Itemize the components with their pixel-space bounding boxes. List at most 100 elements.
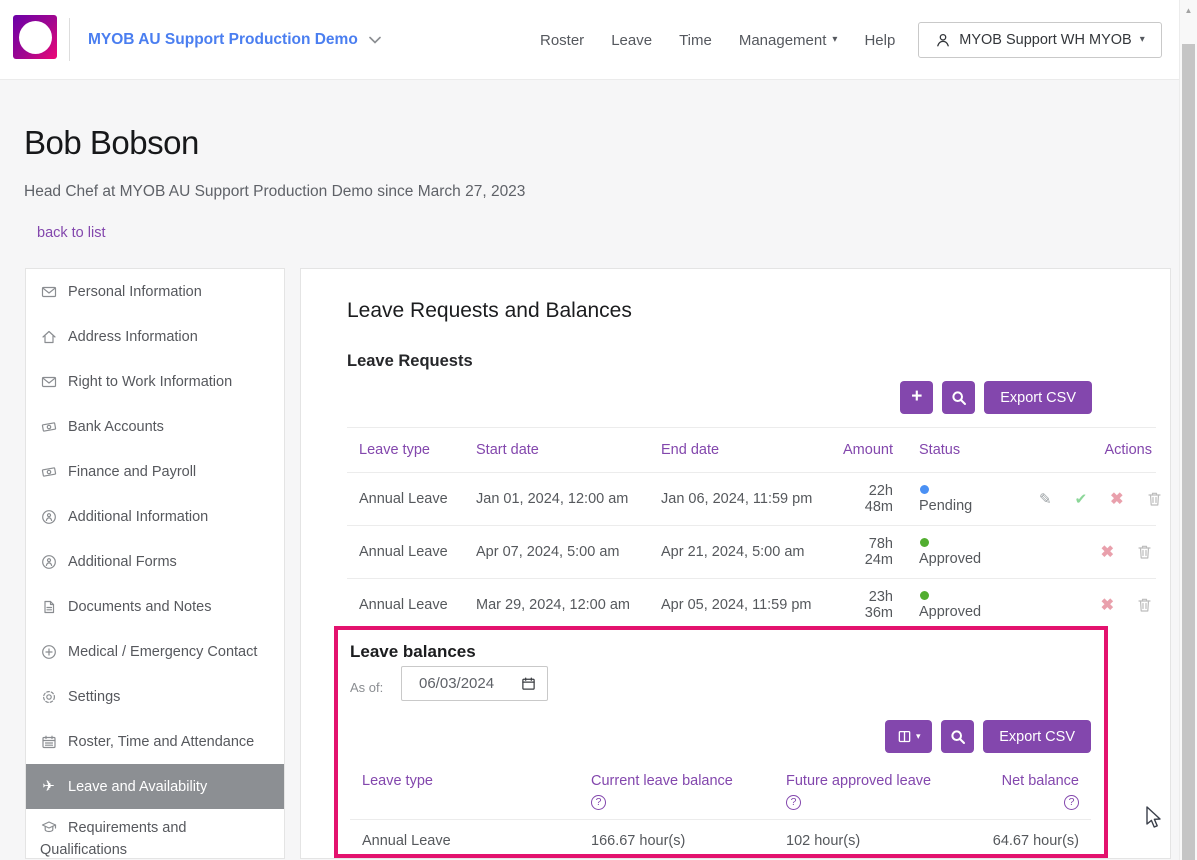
sidebar-item-label: Finance and Payroll: [68, 464, 196, 480]
sidebar-item-finance-payroll[interactable]: Finance and Payroll: [26, 449, 284, 494]
status-badge: Approved: [919, 551, 981, 567]
cell-leave-type: Annual Leave: [347, 473, 464, 526]
help-icon[interactable]: ?: [1064, 795, 1079, 810]
caret-down-icon: ▾: [832, 35, 837, 45]
vertical-scrollbar[interactable]: ▲: [1179, 0, 1197, 860]
col-amount: Amount: [827, 428, 907, 473]
sidebar-item-additional-information[interactable]: Additional Information: [26, 494, 284, 539]
trash-icon[interactable]: [1137, 597, 1152, 613]
sidebar-item-label: Additional Information: [68, 509, 208, 525]
sidebar-item-address-information[interactable]: Address Information: [26, 314, 284, 359]
export-csv-balances-button[interactable]: Export CSV: [983, 720, 1091, 753]
calendar-icon: [40, 734, 57, 750]
cell-end-date: Apr 21, 2024, 5:00 am: [649, 526, 827, 579]
leave-balances-highlight-box: Leave balances As of: ▾: [334, 626, 1108, 858]
edit-icon[interactable]: ✎: [1039, 490, 1052, 508]
company-name: MYOB AU Support Production Demo: [88, 31, 358, 49]
document-icon: [40, 599, 57, 615]
column-picker-button[interactable]: ▾: [885, 720, 932, 753]
sidebar-item-label: Leave and Availability: [68, 779, 207, 795]
cell-actions: ✖: [1027, 526, 1156, 579]
cell-start-date: Jan 01, 2024, 12:00 am: [464, 473, 649, 526]
nav-help[interactable]: Help: [864, 32, 895, 49]
decline-x-icon[interactable]: ✖: [1101, 542, 1114, 562]
cell-start-date: Apr 07, 2024, 5:00 am: [464, 526, 649, 579]
leave-requests-title: Leave Requests: [347, 352, 473, 371]
cell-end-date: Apr 05, 2024, 11:59 pm: [649, 579, 827, 632]
cell-end-date: Jan 06, 2024, 11:59 pm: [649, 473, 827, 526]
export-csv-requests-button[interactable]: Export CSV: [984, 381, 1092, 414]
airplane-icon: ✈: [40, 779, 57, 794]
add-leave-request-button[interactable]: +: [900, 381, 933, 414]
sidebar-item-leave-availability[interactable]: ✈ Leave and Availability: [26, 764, 284, 809]
banknote-icon: [40, 464, 57, 480]
sidebar-item-roster-time-attendance[interactable]: Roster, Time and Attendance: [26, 719, 284, 764]
nav-management[interactable]: Management ▾: [739, 32, 838, 49]
person-circle-icon: [40, 509, 57, 525]
gear-icon: [40, 689, 57, 705]
sidebar-item-settings[interactable]: Settings: [26, 674, 284, 719]
home-icon: [40, 329, 57, 345]
cell-leave-type: Annual Leave: [347, 579, 464, 632]
nav-leave[interactable]: Leave: [611, 32, 652, 49]
user-menu-label: MYOB Support WH MYOB: [959, 32, 1131, 48]
status-approved-dot: [920, 538, 929, 547]
cell-future-approved-leave: 102 hour(s): [774, 820, 969, 859]
employee-sidebar: Personal Information Address Information…: [25, 268, 285, 859]
caret-down-icon: ▾: [916, 732, 921, 741]
cell-start-date: Mar 29, 2024, 12:00 am: [464, 579, 649, 632]
leave-balances-table: Leave type Current leave balance ? Futur…: [350, 762, 1091, 858]
help-icon[interactable]: ?: [591, 795, 606, 810]
cell-amount: 22h 48m: [827, 473, 907, 526]
status-approved-dot: [920, 591, 929, 600]
table-row: Annual Leave Mar 29, 2024, 12:00 am Apr …: [347, 579, 1156, 632]
leave-panel: Leave Requests and Balances Leave Reques…: [300, 268, 1171, 859]
app-window: MYOB AU Support Production Demo Roster L…: [0, 0, 1197, 860]
cell-actions: ✖: [1027, 579, 1156, 632]
nav-roster[interactable]: Roster: [540, 32, 584, 49]
cell-net-balance: 64.67 hour(s): [969, 820, 1091, 859]
top-navigation-bar: MYOB AU Support Production Demo Roster L…: [0, 0, 1197, 80]
decline-x-icon[interactable]: ✖: [1101, 595, 1114, 615]
cell-amount: 23h 36m: [827, 579, 907, 632]
caret-down-icon: ▾: [1140, 35, 1145, 45]
sidebar-item-requirements-qualifications[interactable]: Requirements and Qualifications: [26, 809, 284, 859]
search-leave-requests-button[interactable]: [942, 381, 975, 414]
col-current-leave-balance: Current leave balance ?: [579, 762, 774, 820]
help-icon[interactable]: ?: [786, 795, 801, 810]
trash-icon[interactable]: [1137, 544, 1152, 560]
envelope-icon: [40, 284, 57, 300]
sidebar-item-label: Requirements and Qualifications: [40, 820, 187, 858]
decline-x-icon[interactable]: ✖: [1110, 489, 1123, 509]
sidebar-item-documents-notes[interactable]: Documents and Notes: [26, 584, 284, 629]
calendar-icon[interactable]: [521, 676, 536, 691]
sidebar-item-right-to-work[interactable]: Right to Work Information: [26, 359, 284, 404]
sidebar-item-label: Roster, Time and Attendance: [68, 734, 254, 750]
nav-time[interactable]: Time: [679, 32, 712, 49]
back-to-list-link[interactable]: back to list: [37, 225, 106, 241]
approve-check-icon[interactable]: ✔: [1075, 490, 1088, 508]
medical-plus-icon: [40, 644, 57, 660]
sidebar-item-medical-emergency[interactable]: Medical / Emergency Contact: [26, 629, 284, 674]
sidebar-item-bank-accounts[interactable]: Bank Accounts: [26, 404, 284, 449]
company-selector[interactable]: MYOB AU Support Production Demo: [88, 0, 381, 80]
col-end-date: End date: [649, 428, 827, 473]
divider: [69, 18, 70, 61]
scroll-up-arrow-icon[interactable]: ▲: [1180, 6, 1197, 15]
banknote-icon: [40, 419, 57, 435]
search-leave-balances-button[interactable]: [941, 720, 974, 753]
as-of-date-input[interactable]: [419, 675, 511, 692]
status-badge: Approved: [919, 604, 981, 620]
myob-logo: [13, 15, 57, 59]
leave-balances-title: Leave balances: [350, 642, 476, 662]
user-menu-button[interactable]: MYOB Support WH MYOB ▾: [918, 22, 1162, 58]
scrollbar-thumb[interactable]: [1182, 44, 1195, 860]
sidebar-item-personal-information[interactable]: Personal Information: [26, 269, 284, 314]
trash-icon[interactable]: [1147, 491, 1162, 507]
status-badge: Pending: [919, 498, 972, 514]
sidebar-item-additional-forms[interactable]: Additional Forms: [26, 539, 284, 584]
table-row: Annual Leave Jan 01, 2024, 12:00 am Jan …: [347, 473, 1156, 526]
cell-status: Approved: [907, 526, 1027, 579]
cell-leave-type: Annual Leave: [350, 820, 579, 859]
as-of-date-field[interactable]: [401, 666, 548, 701]
